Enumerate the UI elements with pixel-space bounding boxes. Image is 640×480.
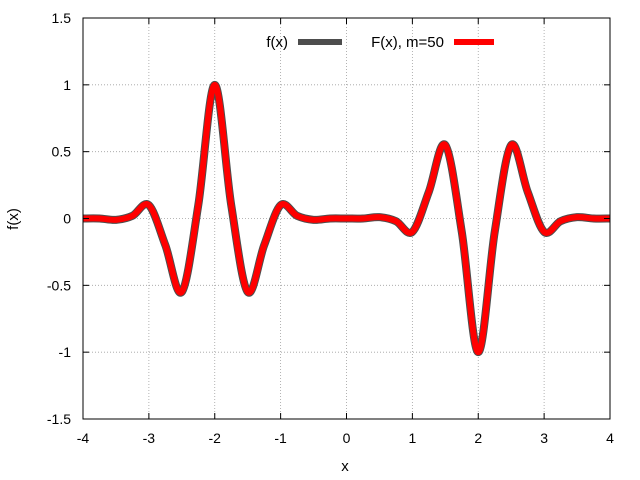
y-tick-label: -1 xyxy=(59,344,72,360)
y-tick-label: -1.5 xyxy=(47,411,71,427)
y-tick-label: 0 xyxy=(63,211,71,227)
x-tick-label: -4 xyxy=(77,430,90,446)
x-tick-label: 1 xyxy=(408,430,416,446)
legend-label-series-1: f(x) xyxy=(266,34,288,51)
y-tick-label: 0.5 xyxy=(52,144,72,160)
ticks: -4 -3 -2 -1 0 1 2 3 4 -1.5 -1 -0.5 0 0.5 1 1.5 xyxy=(47,10,614,446)
x-tick-label: -2 xyxy=(209,430,222,446)
series-group xyxy=(83,80,610,357)
x-tick-label: 3 xyxy=(540,430,548,446)
legend: f(x) F(x), m=50 xyxy=(266,34,494,51)
legend-label-series-2: F(x), m=50 xyxy=(371,34,444,51)
y-axis-label: f(x) xyxy=(5,208,22,230)
y-tick-label: 1 xyxy=(63,77,71,93)
y-tick-label: 1.5 xyxy=(52,10,72,26)
y-tick-label: -0.5 xyxy=(47,277,71,293)
x-tick-label: -1 xyxy=(274,430,287,446)
x-tick-label: -3 xyxy=(143,430,156,446)
x-tick-label: 0 xyxy=(343,430,351,446)
x-axis-label: x xyxy=(341,458,349,475)
x-tick-label: 4 xyxy=(606,430,614,446)
series-line-2 xyxy=(83,81,610,356)
x-tick-label: 2 xyxy=(474,430,482,446)
